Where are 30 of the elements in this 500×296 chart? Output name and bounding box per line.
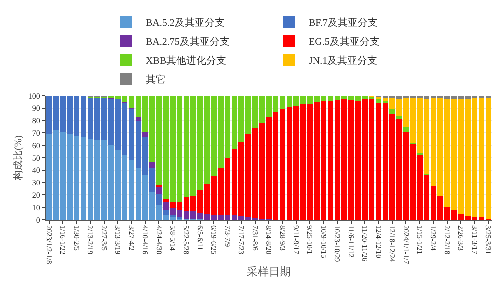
y-tick-label: 20	[32, 191, 40, 200]
bar	[156, 187, 162, 194]
bar	[142, 132, 148, 138]
legend-label: EG.5及其亚分支	[309, 36, 380, 48]
bar	[163, 210, 169, 216]
y-tick-label: 0	[36, 216, 40, 225]
legend-label: 其它	[146, 74, 166, 86]
y-axis-title: 构成比(%)	[12, 136, 24, 182]
bar	[403, 128, 410, 132]
legend-label: XBB其他进化分支	[146, 54, 227, 67]
bar	[150, 162, 156, 169]
y-tick-label: 60	[32, 141, 40, 150]
y-tick-label: 90	[32, 104, 40, 114]
y-tick-label: 40	[32, 166, 40, 176]
legend-label: JN.1及其亚分支	[309, 54, 378, 67]
y-tick-label: 50	[32, 154, 40, 163]
bar	[390, 110, 396, 115]
bar	[136, 118, 142, 122]
bar	[170, 215, 176, 218]
y-tick-label: 70	[32, 129, 40, 138]
legend-label: BA.5.2及其亚分支	[146, 16, 225, 29]
y-tick-label: 30	[32, 178, 40, 188]
legend-label: BF.7及其亚分支	[309, 16, 378, 29]
y-tick-label: 100	[28, 92, 40, 101]
y-tick-label: 80	[32, 116, 40, 126]
y-tick-label: 10	[32, 203, 40, 212]
bar	[156, 194, 162, 206]
legend-label: BA.2.75及其亚分支	[146, 36, 230, 48]
x-axis-title: 采样日期	[247, 266, 291, 279]
bar	[396, 116, 402, 119]
